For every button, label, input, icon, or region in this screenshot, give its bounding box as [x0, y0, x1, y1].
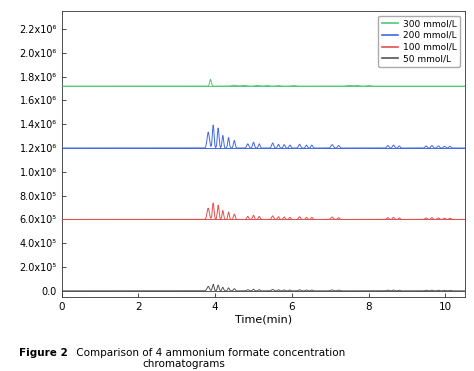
- 200 mmol/L: [59, 146, 64, 150]
- Line: 100 mmol/L: 100 mmol/L: [62, 203, 465, 219]
- 300 mmol/L: [379, 84, 385, 88]
- 50 mmol/L: [379, 289, 385, 293]
- 300 mmol/L: [79, 84, 85, 88]
- 200 mmol/L: [379, 146, 385, 150]
- 200 mmol/L: [210, 123, 216, 127]
- 300 mmol/L: [205, 84, 210, 88]
- Line: 200 mmol/L: 200 mmol/L: [62, 125, 465, 148]
- Line: 50 mmol/L: 50 mmol/L: [62, 284, 465, 291]
- 100 mmol/L: [462, 217, 467, 221]
- 300 mmol/L: [208, 77, 213, 82]
- 300 mmol/L: [357, 84, 363, 88]
- 200 mmol/L: [462, 146, 467, 150]
- 50 mmol/L: [357, 289, 363, 293]
- Legend: 300 mmol/L, 200 mmol/L, 100 mmol/L, 50 mmol/L: 300 mmol/L, 200 mmol/L, 100 mmol/L, 50 m…: [378, 16, 460, 67]
- 100 mmol/L: [379, 217, 385, 221]
- 300 mmol/L: [59, 84, 64, 88]
- 50 mmol/L: [297, 288, 303, 292]
- 50 mmol/L: [462, 289, 467, 293]
- 100 mmol/L: [210, 201, 216, 205]
- 100 mmol/L: [59, 217, 64, 221]
- 300 mmol/L: [297, 84, 303, 88]
- 300 mmol/L: [462, 84, 467, 88]
- 300 mmol/L: [315, 84, 320, 88]
- Text: Figure 2: Figure 2: [19, 348, 68, 358]
- 100 mmol/L: [205, 208, 210, 212]
- 200 mmol/L: [297, 142, 303, 147]
- X-axis label: Time(min): Time(min): [235, 315, 292, 324]
- 50 mmol/L: [205, 285, 210, 289]
- Text: chromatograms: chromatograms: [142, 359, 225, 369]
- 50 mmol/L: [79, 289, 85, 293]
- 50 mmol/L: [59, 289, 64, 293]
- 200 mmol/L: [205, 133, 210, 137]
- 50 mmol/L: [210, 282, 216, 286]
- 100 mmol/L: [297, 215, 303, 219]
- 100 mmol/L: [79, 217, 85, 221]
- 200 mmol/L: [315, 146, 320, 150]
- 100 mmol/L: [357, 217, 363, 221]
- 200 mmol/L: [79, 146, 85, 150]
- 100 mmol/L: [315, 217, 320, 221]
- 50 mmol/L: [315, 289, 320, 293]
- Text: Comparison of 4 ammonium formate concentration: Comparison of 4 ammonium formate concent…: [73, 348, 346, 358]
- 200 mmol/L: [357, 146, 363, 150]
- Line: 300 mmol/L: 300 mmol/L: [62, 79, 465, 86]
